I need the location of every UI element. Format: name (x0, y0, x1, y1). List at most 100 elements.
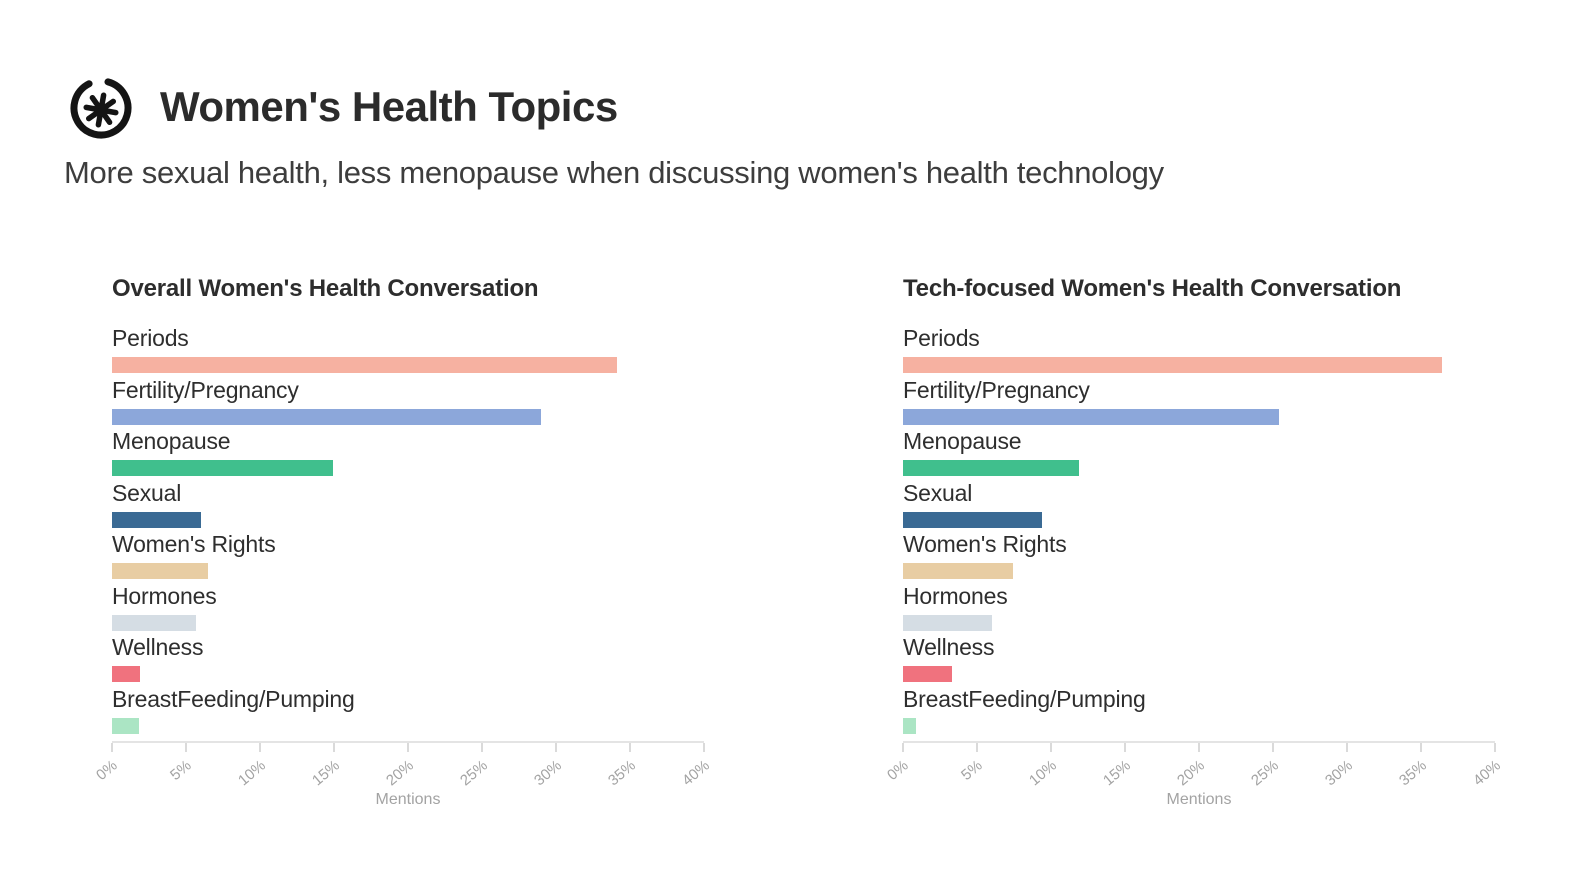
tick-label: 15% (308, 757, 343, 790)
bar-label: Periods (112, 325, 189, 351)
bar (903, 717, 917, 734)
bar (903, 511, 1043, 528)
tick-mark (481, 743, 483, 752)
bar-row: Women's Rights (112, 529, 704, 581)
bar-row: Hormones (903, 581, 1495, 633)
bar-row: BreastFeeding/Pumping (112, 684, 704, 736)
bar-label: Women's Rights (903, 531, 1067, 557)
tick-label: 10% (1025, 757, 1060, 790)
bar (112, 717, 139, 734)
tick-mark (333, 743, 335, 752)
bar-row: Sexual (903, 478, 1495, 530)
chart-title: Tech-focused Women's Health Conversation (903, 275, 1402, 302)
bar-row: Menopause (112, 426, 704, 478)
page-subtitle: More sexual health, less menopause when … (64, 155, 1164, 190)
tick-mark (259, 743, 261, 752)
bar (903, 614, 992, 631)
bar (903, 408, 1279, 425)
page-title: Women's Health Topics (160, 83, 618, 130)
tick-mark (703, 743, 705, 752)
tick-label: 35% (604, 757, 639, 790)
chart-overall: Overall Women's Health Conversation Peri… (93, 274, 713, 809)
bar (112, 511, 201, 528)
tick-label: 35% (1395, 757, 1430, 790)
bar (112, 460, 333, 476)
bar (112, 666, 141, 682)
bar (112, 563, 209, 579)
tick-mark (555, 743, 557, 752)
chart-title: Overall Women's Health Conversation (112, 275, 539, 302)
bar-row: Menopause (903, 426, 1495, 478)
bar-row: Women's Rights (903, 529, 1495, 581)
bar-label: BreastFeeding/Pumping (112, 685, 355, 712)
asterisk-circle-icon (70, 77, 132, 139)
bar-row: Hormones (112, 581, 704, 633)
bar (112, 408, 542, 425)
tick-mark (629, 743, 631, 752)
tick-mark (1346, 743, 1348, 752)
tick-label: 10% (234, 757, 269, 790)
bar-label: Women's Rights (112, 531, 276, 557)
tick-mark (1494, 743, 1496, 752)
bar-label: Sexual (112, 479, 182, 506)
chart-tech-focused: Tech-focused Women's Health Conversation… (884, 274, 1504, 809)
bar-label: Wellness (903, 634, 995, 660)
tick-label: 5% (958, 757, 986, 784)
tick-label: 30% (1321, 757, 1356, 790)
bar-row: Wellness (112, 632, 704, 684)
title-row: Women's Health Topics (64, 70, 1592, 144)
bar (112, 357, 617, 373)
bar-row: BreastFeeding/Pumping (903, 684, 1495, 736)
bar (903, 563, 1013, 579)
bar (903, 666, 952, 682)
bar-label: BreastFeeding/Pumping (903, 685, 1146, 712)
tick-label: 40% (1469, 757, 1504, 790)
bar-row: Periods (112, 323, 704, 375)
tick-mark (111, 743, 113, 752)
header: Women's Health Topics More sexual health… (0, 0, 1592, 194)
x-axis-label: Mentions (375, 791, 441, 808)
x-axis-label: Mentions (1166, 791, 1232, 808)
tick-mark (407, 743, 409, 752)
bar-label: Fertility/Pregnancy (903, 376, 1090, 403)
bar-rows: Periods Fertility/Pregnancy Menopause Sexua… (903, 323, 1495, 735)
bar-rows: Periods Fertility/Pregnancy Menopause Sexua… (112, 323, 704, 735)
bar-label: Wellness (112, 634, 204, 660)
bar-row: Periods (903, 323, 1495, 375)
tick-label: 0% (884, 757, 912, 784)
tick-mark (1272, 743, 1274, 752)
bar-label: Menopause (903, 428, 1022, 454)
bar-label: Menopause (112, 428, 231, 454)
tick-mark (976, 743, 978, 752)
tick-mark (1124, 743, 1126, 752)
tick-label: 20% (1173, 757, 1208, 790)
tick-mark (1050, 743, 1052, 752)
x-axis: 0% 5% 10% 15% 20% 25% 30% 35% 40% (884, 741, 1504, 790)
bar-row: Wellness (903, 632, 1495, 684)
tick-label: 25% (1247, 757, 1282, 790)
tick-mark (902, 743, 904, 752)
tick-label: 40% (678, 757, 713, 790)
bar-row: Fertility/Pregnancy (903, 375, 1495, 427)
bar-label: Hormones (112, 582, 217, 609)
x-axis: 0% 5% 10% 15% 20% 25% 30% 35% 40% (93, 741, 713, 790)
bar-row: Fertility/Pregnancy (112, 375, 704, 427)
bar-label: Hormones (903, 582, 1008, 609)
bar-label: Fertility/Pregnancy (112, 376, 299, 403)
bar-row: Sexual (112, 478, 704, 530)
bar (112, 614, 197, 631)
tick-mark (185, 743, 187, 752)
tick-label: 0% (93, 757, 121, 784)
tick-label: 25% (456, 757, 491, 790)
tick-mark (1198, 743, 1200, 752)
tick-label: 5% (167, 757, 195, 784)
bar (903, 357, 1442, 373)
tick-label: 20% (382, 757, 417, 790)
charts-container: Overall Women's Health Conversation Peri… (93, 274, 1592, 809)
bar-label: Periods (903, 325, 980, 351)
tick-label: 15% (1099, 757, 1134, 790)
tick-label: 30% (530, 757, 565, 790)
tick-mark (1420, 743, 1422, 752)
bar (903, 460, 1080, 476)
